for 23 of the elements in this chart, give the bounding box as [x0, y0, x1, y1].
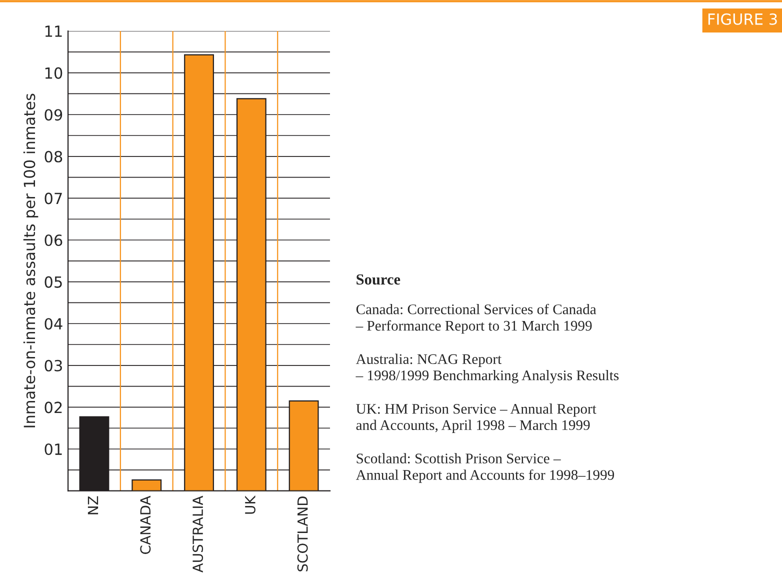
caption: FIGURE 3	[708, 13, 777, 25]
y-tick-label: 03	[44, 360, 62, 372]
x-tick-label: NZ	[88, 496, 98, 514]
text: Source	[356, 274, 400, 285]
y-tick-label: 11	[45, 26, 62, 37]
text: Scotland: Scottish Prison Service – Annual Report and Accounts for 1998–1999	[356, 453, 614, 483]
y-tick-label: 01	[44, 443, 62, 456]
text: Australia: NCAG Report – 1998/1999 Benchmarking Analysis Results	[356, 354, 619, 384]
y-tick-label: 05	[44, 276, 62, 288]
text: UK: HM Prison Service – Annual Report and Accounts, April 1998 – March 1999	[356, 404, 596, 434]
text: Canada: Correctional Services of Canada – Performance Report to 31 March 1999	[356, 304, 596, 334]
x-tick-label: AUSTRALIA	[192, 496, 204, 572]
y-tick-label: 07	[44, 192, 62, 204]
y-tick-label: 06	[44, 234, 62, 246]
x-tick-label: SCOTLAND	[297, 496, 308, 572]
y-axis-title: Inmate-on-inmate assaults per 100 inmates	[23, 94, 38, 428]
y-tick-label: 09	[44, 109, 62, 121]
y-tick-label: 02	[44, 402, 62, 414]
x-tick-label: CANADA	[140, 496, 151, 554]
y-tick-label: 08	[44, 150, 62, 162]
x-tick-label: UK	[245, 495, 256, 514]
y-tick-label: 04	[44, 318, 62, 330]
y-tick-label: 10	[45, 67, 62, 79]
